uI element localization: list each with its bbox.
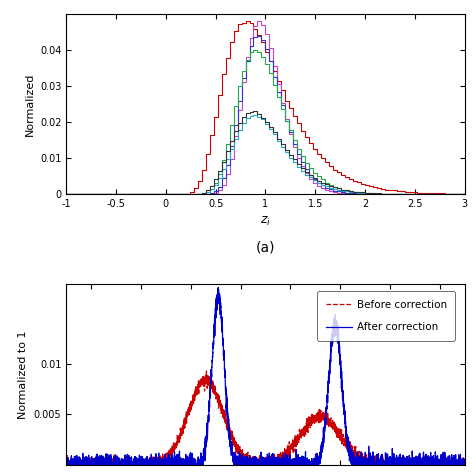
Before correction — [410, 462, 416, 467]
Line: Before correction: Before correction — [42, 371, 474, 465]
After correction — [448, 462, 454, 467]
Before correction — [229, 435, 235, 441]
Text: (a): (a) — [255, 241, 275, 255]
Y-axis label: Normalized: Normalized — [25, 73, 35, 136]
After correction — [229, 441, 235, 447]
Before correction — [448, 462, 454, 467]
Legend: Before correction, After correction: Before correction, After correction — [317, 292, 456, 341]
Before correction — [129, 462, 135, 467]
After correction — [410, 462, 416, 467]
Line: After correction: After correction — [42, 287, 474, 465]
Y-axis label: Normalized to 1: Normalized to 1 — [18, 330, 28, 419]
Before correction — [337, 438, 343, 443]
Before correction — [363, 462, 368, 467]
After correction — [129, 462, 135, 467]
Before correction — [39, 462, 45, 467]
After correction — [337, 360, 343, 365]
Before correction — [204, 368, 210, 374]
After correction — [363, 457, 368, 463]
After correction — [39, 462, 45, 467]
X-axis label: $z_i$: $z_i$ — [260, 215, 271, 228]
After correction — [39, 460, 45, 466]
After correction — [216, 284, 221, 290]
